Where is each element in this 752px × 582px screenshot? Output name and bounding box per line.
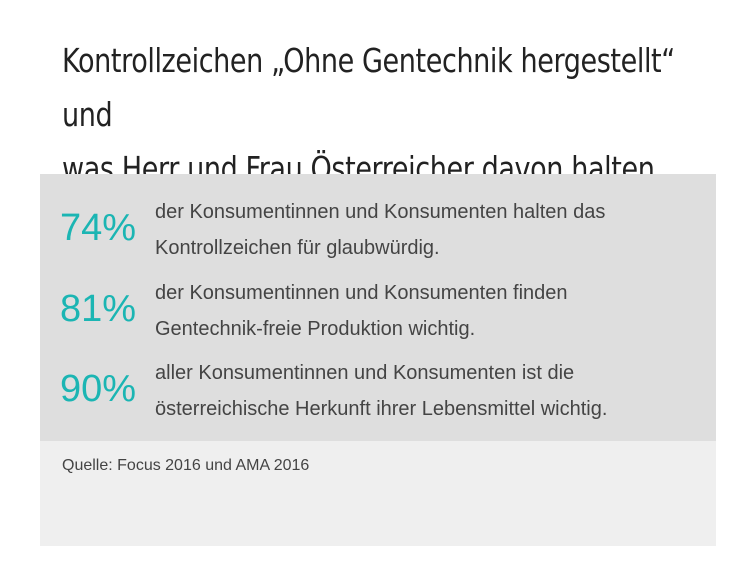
- stat-description-line-1: der Konsumentinnen und Konsumenten finde…: [155, 282, 568, 304]
- page-title: Kontrollzeichen „Ohne Gentechnik hergest…: [62, 34, 718, 196]
- stat-percentage: 74%: [60, 207, 137, 249]
- stats-panel: 74% der Konsumentinnen und Konsumenten h…: [40, 174, 716, 441]
- stat-percentage: 81%: [60, 288, 137, 330]
- stat-description-line-2: Gentechnik-freie Produktion wichtig.: [155, 318, 476, 340]
- stat-description-line-2: österreichische Herkunft ihrer Lebensmit…: [155, 398, 608, 420]
- stat-percentage: 90%: [60, 368, 137, 410]
- source-panel: Quelle: Focus 2016 und AMA 2016: [40, 441, 716, 546]
- stat-row-gmo-free: 81% der Konsumentinnen und Konsumenten f…: [40, 275, 716, 355]
- stat-row-austrian-origin: 90% aller Konsumentinnen und Konsumenten…: [40, 355, 716, 435]
- stat-description-line-2: Kontrollzeichen für glaubwürdig.: [155, 237, 440, 259]
- stat-description: aller Konsumentinnen und Konsumenten ist…: [155, 355, 700, 427]
- stat-description-line-1: der Konsumentinnen und Konsumenten halte…: [155, 201, 606, 223]
- stat-description: der Konsumentinnen und Konsumenten finde…: [155, 275, 700, 347]
- stat-row-credibility: 74% der Konsumentinnen und Konsumenten h…: [40, 194, 716, 274]
- source-citation: Quelle: Focus 2016 und AMA 2016: [62, 457, 310, 474]
- stat-description: der Konsumentinnen und Konsumenten halte…: [155, 194, 700, 266]
- title-line-1: Kontrollzeichen „Ohne Gentechnik hergest…: [62, 41, 675, 134]
- stat-description-line-1: aller Konsumentinnen und Konsumenten ist…: [155, 362, 575, 384]
